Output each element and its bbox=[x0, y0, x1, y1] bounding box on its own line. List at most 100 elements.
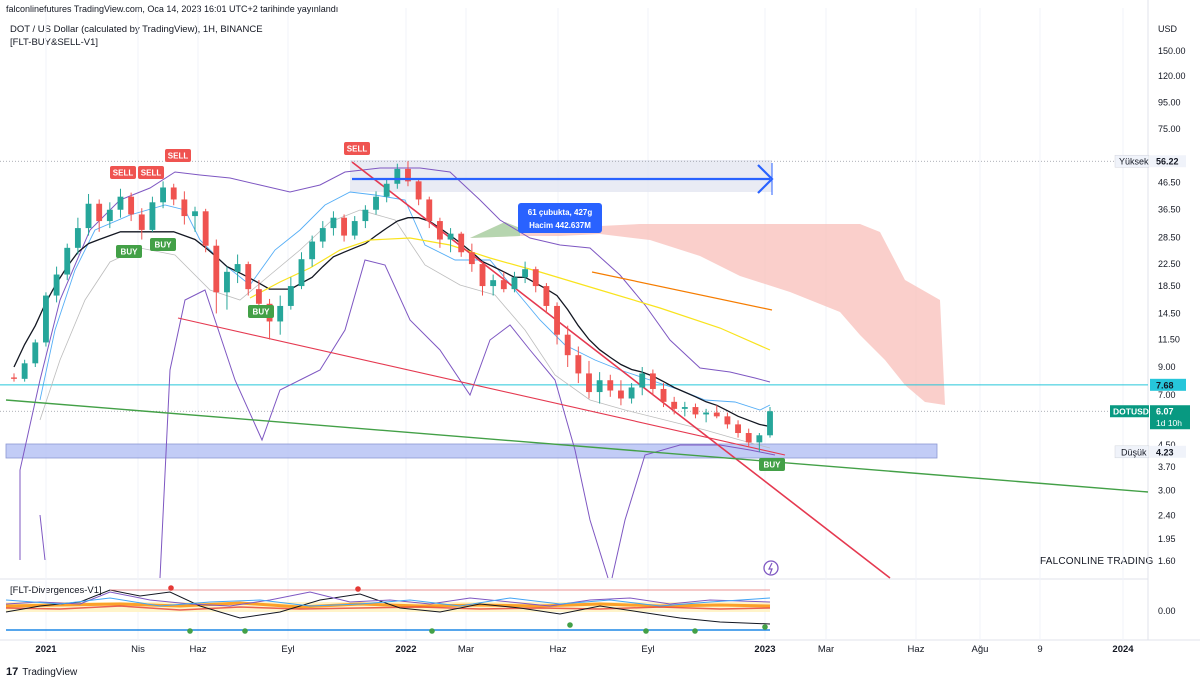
candle-body bbox=[287, 286, 294, 306]
ma-slow-line bbox=[249, 237, 771, 351]
candle-body bbox=[341, 217, 348, 236]
candle-body bbox=[436, 221, 443, 240]
candle-body bbox=[479, 264, 486, 287]
osc-dot bbox=[187, 628, 193, 634]
candle-body bbox=[511, 277, 518, 290]
price-tick: 4.50 bbox=[1158, 440, 1176, 450]
price-tick: 28.50 bbox=[1158, 233, 1181, 243]
candle-body bbox=[224, 271, 230, 293]
price-tick: 3.00 bbox=[1158, 485, 1176, 495]
candle-body bbox=[681, 407, 688, 409]
candle-body bbox=[628, 387, 635, 399]
time-tick: 2023 bbox=[754, 644, 775, 655]
cloud-green bbox=[470, 222, 520, 238]
resistance-zone bbox=[350, 160, 772, 192]
tv-logo-icon: 17 bbox=[6, 666, 19, 678]
candle-body bbox=[351, 221, 358, 236]
osc-dot bbox=[429, 628, 435, 634]
osc-red bbox=[5, 605, 771, 611]
indicator-label[interactable]: [FLT-BUY&SELL-V1] bbox=[10, 37, 98, 48]
price-tick: 120.00 bbox=[1158, 71, 1186, 81]
price-tick: 75.00 bbox=[1158, 124, 1181, 134]
candle-body bbox=[74, 228, 81, 248]
candle-body bbox=[181, 199, 188, 217]
time-tick: Ağu bbox=[972, 644, 989, 655]
candle-body bbox=[447, 233, 454, 240]
osc-dot bbox=[643, 628, 649, 634]
time-tick: Haz bbox=[190, 644, 207, 655]
price-tick: 14.50 bbox=[1158, 308, 1181, 318]
candle-body bbox=[575, 355, 582, 374]
candle-body bbox=[106, 209, 113, 222]
ma-orange-line bbox=[591, 271, 773, 311]
buy-signal-text: BUY bbox=[155, 241, 173, 250]
candle-body bbox=[160, 187, 166, 203]
candle-body bbox=[607, 380, 614, 391]
candle-body bbox=[660, 388, 667, 402]
candle-body bbox=[426, 199, 433, 222]
candle-body bbox=[458, 233, 465, 253]
candle-body bbox=[85, 203, 92, 229]
candle-body bbox=[234, 264, 241, 272]
symbol-line[interactable]: DOT / US Dollar (calculated by TradingVi… bbox=[10, 24, 263, 35]
candle-body bbox=[415, 181, 422, 200]
candle-body bbox=[745, 433, 752, 443]
hline-value-text: 7.68 bbox=[1156, 380, 1174, 390]
lower-indicator-label[interactable]: [FLT-Divergences-V1] bbox=[10, 585, 102, 596]
osc-dot bbox=[168, 585, 174, 591]
candle-body bbox=[564, 334, 571, 356]
last-symbol: DOTUSD bbox=[1113, 407, 1149, 417]
candle-body bbox=[618, 390, 624, 399]
candle-body bbox=[756, 435, 763, 443]
price-tick: 150.00 bbox=[1158, 46, 1186, 56]
sell-signal-box bbox=[110, 166, 136, 179]
measure-box bbox=[518, 203, 602, 233]
sell-signal-box bbox=[165, 149, 191, 162]
candle-body bbox=[394, 168, 401, 184]
time-axis: 2021 Nis Haz Eyl 2022 Mar Haz Eyl 2023 Mar Haz Ağu 9… bbox=[35, 644, 1134, 655]
last-value: 6.07 bbox=[1156, 407, 1174, 417]
candle-body bbox=[586, 373, 592, 393]
osc-dot bbox=[762, 624, 768, 630]
candle-body bbox=[713, 412, 720, 417]
sell-signal-text: SELL bbox=[168, 152, 189, 161]
candle-body bbox=[117, 196, 124, 210]
price-tick: 22.50 bbox=[1158, 259, 1181, 269]
candle-body bbox=[500, 280, 507, 290]
time-tick: 2022 bbox=[395, 644, 416, 655]
price-tick: 7.00 bbox=[1158, 390, 1176, 400]
osc-tick: 0.00 bbox=[1158, 606, 1176, 616]
candle-body bbox=[554, 305, 560, 335]
cloud-area bbox=[470, 222, 945, 405]
osc-dot bbox=[355, 586, 361, 592]
tradingview-logo[interactable]: 17 TradingView bbox=[6, 666, 77, 678]
osc-dot bbox=[567, 622, 573, 628]
sell-signal-text: SELL bbox=[141, 169, 162, 178]
divergence-oscillator: 0.00 bbox=[5, 585, 1176, 634]
price-tick: 46.50 bbox=[1158, 178, 1181, 188]
candle-body bbox=[703, 412, 710, 415]
candle-body bbox=[671, 401, 678, 409]
moving-averages bbox=[13, 217, 773, 428]
support-zone bbox=[5, 443, 938, 459]
buy-signal-box bbox=[116, 245, 142, 258]
candle-body bbox=[192, 211, 198, 217]
buy-signal-box bbox=[248, 305, 274, 318]
osc-dot bbox=[242, 628, 248, 634]
ichimoku-cloud bbox=[470, 222, 945, 405]
candle-body bbox=[96, 203, 103, 222]
buy-signal-text: BUY bbox=[764, 461, 782, 470]
candle-body bbox=[383, 183, 390, 197]
candle-body bbox=[692, 407, 699, 415]
price-tick: 3.70 bbox=[1158, 462, 1176, 472]
price-axis: 150.00 120.00 95.00 75.00 46.50 36.50 28.50 22.… bbox=[1158, 46, 1186, 566]
tv-brand: TradingView bbox=[22, 666, 78, 678]
price-tick: 95.00 bbox=[1158, 97, 1181, 107]
sell-signal-text: SELL bbox=[347, 145, 368, 154]
candle-body bbox=[468, 252, 475, 265]
last-countdown: 1d 10h bbox=[1156, 418, 1182, 428]
time-tick: Haz bbox=[908, 644, 925, 655]
time-tick: 2024 bbox=[1112, 644, 1134, 655]
